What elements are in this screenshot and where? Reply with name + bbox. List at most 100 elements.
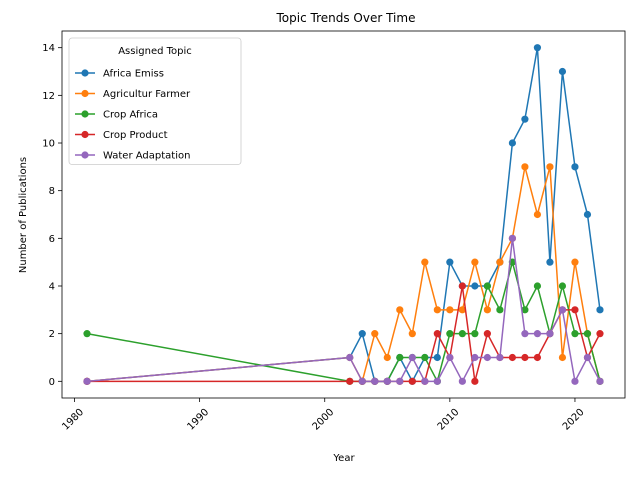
y-tick-label: 10	[42, 139, 55, 150]
data-point-crop-africa	[446, 330, 454, 338]
data-point-africa-emiss	[446, 258, 454, 266]
data-point-crop-product	[408, 377, 416, 385]
data-point-crop-product	[346, 377, 354, 385]
data-point-crop-africa	[496, 306, 504, 314]
y-tick-label: 0	[49, 377, 55, 388]
legend-entry: Agricultur Farmer	[75, 89, 191, 100]
data-point-agricultur-farmer	[446, 306, 454, 314]
legend-entry: Crop Africa	[75, 110, 158, 121]
data-point-water-adaptation	[521, 330, 529, 338]
legend-marker	[81, 110, 89, 118]
data-point-africa-emiss	[583, 210, 592, 219]
legend-title: Assigned Topic	[118, 46, 192, 57]
data-point-africa-emiss	[558, 67, 567, 76]
data-point-water-adaptation	[583, 353, 592, 362]
y-tick-label: 2	[49, 329, 55, 340]
data-point-water-adaptation	[346, 353, 354, 362]
data-point-crop-product	[508, 353, 516, 362]
data-point-agricultur-farmer	[496, 258, 504, 266]
data-point-water-adaptation	[571, 377, 579, 385]
data-point-agricultur-farmer	[533, 210, 542, 219]
x-axis-label: Year	[332, 453, 355, 464]
data-point-water-adaptation	[408, 353, 416, 362]
legend-label: Agricultur Farmer	[103, 89, 191, 100]
data-point-crop-africa	[421, 353, 429, 362]
data-point-crop-africa	[583, 330, 592, 338]
data-point-crop-africa	[483, 282, 491, 290]
legend-label: Crop Africa	[103, 110, 158, 121]
data-point-africa-emiss	[433, 353, 441, 362]
data-point-agricultur-farmer	[396, 306, 404, 314]
data-point-water-adaptation	[358, 377, 366, 385]
data-point-water-adaptation	[483, 353, 491, 362]
data-point-agricultur-farmer	[558, 353, 567, 362]
data-point-water-adaptation	[446, 353, 454, 362]
data-point-water-adaptation	[458, 377, 466, 385]
data-point-crop-product	[596, 330, 604, 338]
series-line-agricultur-farmer	[86, 166, 601, 384]
data-point-africa-emiss	[521, 115, 529, 123]
data-point-water-adaptation	[546, 330, 554, 338]
data-point-africa-emiss	[596, 306, 604, 314]
data-point-water-adaptation	[471, 353, 479, 362]
chart-title: Topic Trends Over Time	[276, 11, 416, 25]
legend-label: Water Adaptation	[103, 151, 190, 162]
data-point-crop-africa	[83, 330, 91, 338]
data-point-crop-product	[471, 377, 479, 385]
legend-entry: Water Adaptation	[75, 151, 190, 162]
y-tick-label: 4	[49, 281, 55, 292]
x-tick-label: 1980	[60, 407, 86, 433]
y-tick-label: 8	[49, 186, 55, 197]
legend-entry: Crop Product	[75, 130, 168, 141]
legend-entry: Africa Emiss	[75, 69, 164, 80]
series-line-water-adaptation	[86, 238, 601, 384]
data-point-water-adaptation	[558, 306, 567, 314]
data-point-agricultur-farmer	[483, 306, 491, 314]
data-point-water-adaptation	[371, 377, 379, 385]
data-point-agricultur-farmer	[471, 258, 479, 266]
x-tick-label: 2020	[561, 407, 587, 433]
data-point-crop-product	[571, 306, 579, 314]
y-axis: 0 2 4 6 8 10 12 14	[42, 43, 62, 388]
x-tick-label: 1990	[185, 407, 211, 433]
series-layer	[83, 44, 604, 385]
legend-marker	[81, 151, 89, 159]
x-tick-label: 2000	[311, 407, 337, 433]
legend-marker	[81, 130, 89, 139]
data-point-water-adaptation	[396, 377, 404, 385]
legend-marker	[81, 89, 89, 98]
y-tick-label: 6	[49, 234, 55, 245]
data-point-water-adaptation	[433, 377, 441, 385]
series-agricultur-farmer	[83, 163, 604, 385]
y-tick-label: 14	[42, 43, 55, 54]
data-point-africa-emiss	[358, 330, 366, 338]
data-point-africa-emiss	[546, 258, 554, 266]
data-point-agricultur-farmer	[571, 258, 579, 266]
series-water-adaptation	[83, 234, 604, 385]
data-point-agricultur-farmer	[371, 330, 379, 338]
data-point-agricultur-farmer	[433, 306, 441, 314]
legend: Assigned Topic Africa Emiss Agricultur Far…	[68, 37, 242, 165]
data-point-water-adaptation	[83, 377, 91, 385]
data-point-africa-emiss	[533, 44, 542, 52]
data-point-crop-africa	[533, 282, 542, 290]
data-point-crop-product	[458, 282, 466, 290]
data-point-crop-product	[533, 353, 542, 362]
legend-box	[68, 37, 242, 165]
data-point-crop-africa	[571, 330, 579, 338]
y-tick-label: 12	[42, 91, 55, 102]
data-point-crop-africa	[558, 282, 567, 290]
data-point-africa-emiss	[571, 163, 579, 171]
legend-label: Africa Emiss	[103, 69, 164, 80]
data-point-crop-africa	[458, 330, 466, 338]
data-point-agricultur-farmer	[458, 306, 466, 314]
legend-label: Crop Product	[103, 130, 168, 141]
data-point-agricultur-farmer	[521, 163, 529, 171]
data-point-water-adaptation	[533, 330, 542, 338]
data-point-crop-africa	[396, 353, 404, 362]
data-point-africa-emiss	[508, 139, 516, 147]
legend-marker	[81, 69, 89, 77]
data-point-crop-africa	[521, 306, 529, 314]
data-point-crop-product	[483, 330, 491, 338]
